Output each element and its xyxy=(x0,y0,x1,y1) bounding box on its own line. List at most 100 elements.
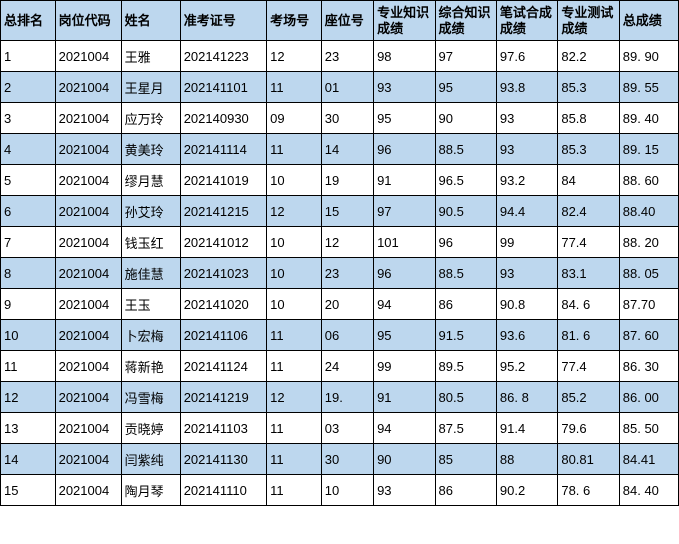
cell: 15 xyxy=(1,475,56,506)
cell: 202141219 xyxy=(180,382,266,413)
cell: 蒋新艳 xyxy=(121,351,180,382)
cell: 15 xyxy=(321,196,373,227)
cell: 77.4 xyxy=(558,351,619,382)
cell: 84.41 xyxy=(619,444,678,475)
cell: 85 xyxy=(435,444,496,475)
cell: 12 xyxy=(321,227,373,258)
cell: 88. 20 xyxy=(619,227,678,258)
cell: 9 xyxy=(1,289,56,320)
cell: 90 xyxy=(435,103,496,134)
cell: 10 xyxy=(1,320,56,351)
cell: 11 xyxy=(267,475,322,506)
cell: 19 xyxy=(321,165,373,196)
col-postcode: 岗位代码 xyxy=(55,1,121,41)
table-row: 22021004王星月2021411011101939593.885.389. … xyxy=(1,72,679,103)
cell: 11 xyxy=(267,320,322,351)
cell: 202140930 xyxy=(180,103,266,134)
cell: 95 xyxy=(435,72,496,103)
table-body: 12021004王雅2021412231223989797.682.289. 9… xyxy=(1,41,679,506)
cell: 09 xyxy=(267,103,322,134)
table-row: 52021004缪月慧20214101910199196.593.28488. … xyxy=(1,165,679,196)
cell: 99 xyxy=(374,351,435,382)
table-row: 12021004王雅2021412231223989797.682.289. 9… xyxy=(1,41,679,72)
table-row: 72021004钱玉红2021410121012101969977.488. 2… xyxy=(1,227,679,258)
cell: 2021004 xyxy=(55,320,121,351)
cell: 202141023 xyxy=(180,258,266,289)
cell: 贡晓婷 xyxy=(121,413,180,444)
cell: 99 xyxy=(496,227,557,258)
cell: 84 xyxy=(558,165,619,196)
cell: 2021004 xyxy=(55,413,121,444)
cell: 202141124 xyxy=(180,351,266,382)
cell: 90.8 xyxy=(496,289,557,320)
cell: 89. 15 xyxy=(619,134,678,165)
cell: 12 xyxy=(267,196,322,227)
cell: 01 xyxy=(321,72,373,103)
cell: 89. 40 xyxy=(619,103,678,134)
cell: 2021004 xyxy=(55,289,121,320)
cell: 缪月慧 xyxy=(121,165,180,196)
table-row: 142021004闫紫纯202141130113090858880.8184.4… xyxy=(1,444,679,475)
cell: 2021004 xyxy=(55,103,121,134)
cell: 202141130 xyxy=(180,444,266,475)
cell: 1 xyxy=(1,41,56,72)
cell: 10 xyxy=(267,289,322,320)
cell: 93 xyxy=(496,258,557,289)
cell: 2021004 xyxy=(55,196,121,227)
cell: 85.8 xyxy=(558,103,619,134)
cell: 86 xyxy=(435,289,496,320)
cell: 孙艾玲 xyxy=(121,196,180,227)
cell: 93.8 xyxy=(496,72,557,103)
score-table: 总排名 岗位代码 姓名 准考证号 考场号 座位号 专业知识成绩 综合知识成绩 笔… xyxy=(0,0,679,506)
cell: 2021004 xyxy=(55,351,121,382)
cell: 83.1 xyxy=(558,258,619,289)
cell: 77.4 xyxy=(558,227,619,258)
col-written-score: 笔试合成成绩 xyxy=(496,1,557,41)
table-row: 62021004孙艾玲20214121512159790.594.482.488… xyxy=(1,196,679,227)
cell: 12 xyxy=(267,41,322,72)
cell: 卜宏梅 xyxy=(121,320,180,351)
cell: 80.5 xyxy=(435,382,496,413)
cell: 101 xyxy=(374,227,435,258)
cell: 90 xyxy=(374,444,435,475)
table-row: 92021004王玉2021410201020948690.884. 687.7… xyxy=(1,289,679,320)
cell: 89. 90 xyxy=(619,41,678,72)
cell: 11 xyxy=(267,134,322,165)
cell: 钱玉红 xyxy=(121,227,180,258)
table-row: 32021004应万玲202140930093095909385.889. 40 xyxy=(1,103,679,134)
cell: 4 xyxy=(1,134,56,165)
cell: 88. 60 xyxy=(619,165,678,196)
cell: 89. 55 xyxy=(619,72,678,103)
cell: 91 xyxy=(374,382,435,413)
cell: 79.6 xyxy=(558,413,619,444)
table-row: 102021004卜宏梅20214110611069591.593.681. 6… xyxy=(1,320,679,351)
cell: 78. 6 xyxy=(558,475,619,506)
cell: 王玉 xyxy=(121,289,180,320)
col-total-score: 总成绩 xyxy=(619,1,678,41)
cell: 11 xyxy=(267,444,322,475)
cell: 97.6 xyxy=(496,41,557,72)
header-row: 总排名 岗位代码 姓名 准考证号 考场号 座位号 专业知识成绩 综合知识成绩 笔… xyxy=(1,1,679,41)
cell: 10 xyxy=(267,227,322,258)
cell: 91 xyxy=(374,165,435,196)
cell: 王星月 xyxy=(121,72,180,103)
col-name: 姓名 xyxy=(121,1,180,41)
cell: 87.5 xyxy=(435,413,496,444)
cell: 88.5 xyxy=(435,258,496,289)
cell: 13 xyxy=(1,413,56,444)
cell: 11 xyxy=(267,72,322,103)
cell: 82.2 xyxy=(558,41,619,72)
cell: 93.2 xyxy=(496,165,557,196)
table-row: 152021004陶月琴2021411101110938690.278. 684… xyxy=(1,475,679,506)
cell: 2021004 xyxy=(55,475,121,506)
cell: 202141106 xyxy=(180,320,266,351)
cell: 23 xyxy=(321,258,373,289)
cell: 2021004 xyxy=(55,72,121,103)
cell: 19. xyxy=(321,382,373,413)
cell: 89.5 xyxy=(435,351,496,382)
cell: 80.81 xyxy=(558,444,619,475)
cell: 20 xyxy=(321,289,373,320)
cell: 96 xyxy=(435,227,496,258)
cell: 202141223 xyxy=(180,41,266,72)
cell: 2021004 xyxy=(55,41,121,72)
